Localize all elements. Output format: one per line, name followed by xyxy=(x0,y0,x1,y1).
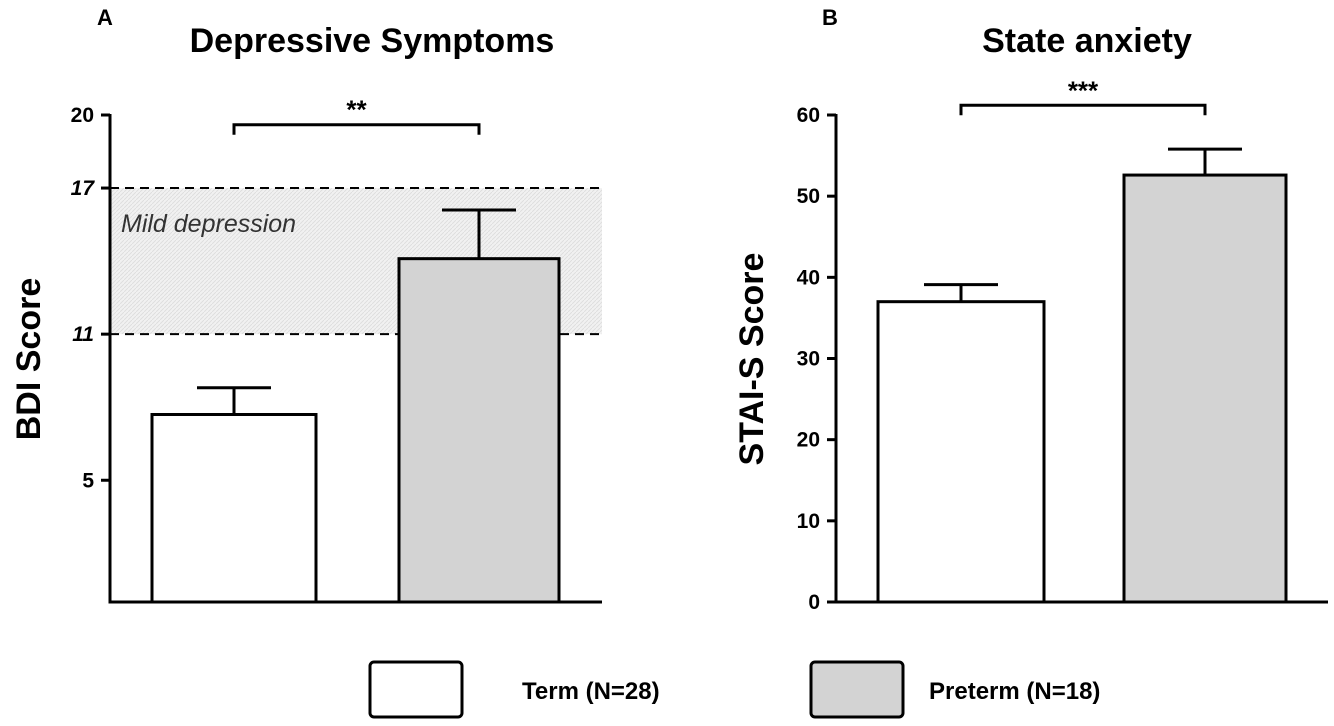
significance-bracket xyxy=(232,123,481,135)
y-tick-label-60: 60 xyxy=(797,104,820,127)
band-label: Mild depression xyxy=(121,210,296,238)
y-tick-label-0: 0 xyxy=(808,591,820,614)
panel-b: B State anxiety STAI-S Score 0 10 20 30 40 50… xyxy=(733,5,1328,614)
significance-bracket xyxy=(959,103,1207,116)
panel-a-axes: 5 11 17 20 xyxy=(71,104,602,604)
panel-b-y-axis-label: STAI-S Score xyxy=(733,253,771,466)
legend-label-term: Term (N=28) xyxy=(522,678,660,705)
panel-a-bars xyxy=(150,208,561,604)
panel-b-bars xyxy=(876,147,1288,604)
panel-a-letter: A xyxy=(97,5,113,30)
y-tick-label-5: 5 xyxy=(82,469,94,492)
legend-swatch-preterm xyxy=(809,660,905,719)
bar-preterm xyxy=(1122,173,1288,604)
bar-term xyxy=(150,413,318,604)
panel-a: A Depressive Symptoms BDI Score Mild dep… xyxy=(10,5,602,604)
legend-label-preterm: Preterm (N=18) xyxy=(929,678,1100,705)
panel-b-axes: 0 10 20 30 40 50 60 xyxy=(797,104,1328,614)
y-tick-label-11: 11 xyxy=(72,323,94,346)
y-tick-label-20: 20 xyxy=(797,429,820,452)
panel-b-letter: B xyxy=(822,5,838,30)
panel-b-title: State anxiety xyxy=(982,22,1192,60)
y-tick-label-20: 20 xyxy=(71,104,94,127)
y-tick-label-40: 40 xyxy=(797,266,820,289)
bar-term xyxy=(876,300,1046,604)
panel-a-y-axis-label: BDI Score xyxy=(10,278,48,441)
panel-a-significance: ** xyxy=(232,95,481,135)
bar-preterm xyxy=(397,257,561,604)
significance-label: ** xyxy=(346,95,367,125)
y-tick-label-30: 30 xyxy=(797,348,820,371)
panel-b-significance: *** xyxy=(959,75,1207,116)
significance-label: *** xyxy=(1068,75,1099,105)
panel-a-title: Depressive Symptoms xyxy=(190,22,555,60)
y-tick-label-50: 50 xyxy=(797,185,820,208)
y-tick-label-10: 10 xyxy=(797,510,820,533)
y-tick-label-17: 17 xyxy=(71,177,96,200)
legend-swatch-term xyxy=(368,660,464,719)
legend: Term (N=28) Preterm (N=18) xyxy=(368,660,1100,719)
